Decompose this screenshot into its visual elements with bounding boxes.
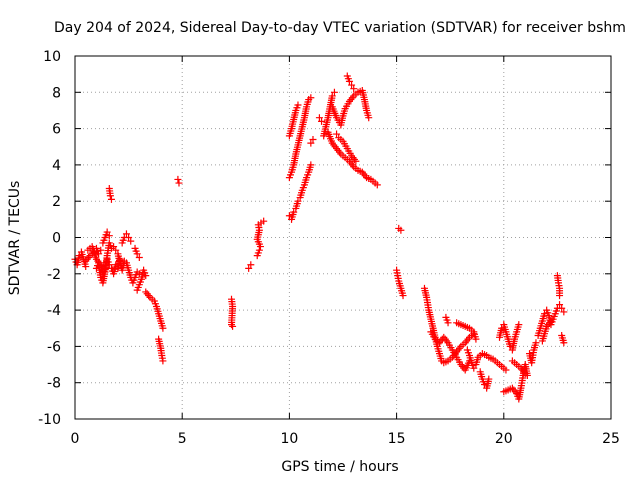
data-point [547, 317, 555, 325]
data-point [307, 139, 315, 147]
data-point [560, 339, 568, 347]
grid-lines [75, 56, 611, 419]
data-point [122, 230, 130, 238]
data-point [333, 130, 341, 138]
data-point [309, 135, 317, 143]
data-point [558, 304, 566, 312]
y-tick-label: -2 [47, 267, 61, 283]
data-point [502, 366, 510, 374]
y-tick-label: -10 [38, 412, 61, 428]
data-point [330, 88, 338, 96]
y-tick-label: -6 [47, 339, 61, 355]
data-point [521, 370, 529, 378]
data-point [105, 232, 113, 240]
y-tick-label: 0 [52, 231, 61, 247]
data-point [470, 364, 478, 372]
data-point [532, 339, 540, 347]
x-tick-label: 0 [71, 431, 80, 447]
x-axis-ticks: 0 5 10 15 20 25 [71, 56, 620, 447]
data-point [255, 246, 263, 254]
data-point [112, 246, 120, 254]
data-point [159, 357, 167, 365]
data-point [307, 94, 315, 102]
y-tick-label: -4 [47, 303, 61, 319]
data-point [294, 197, 302, 205]
y-axis-ticks: -10 -8 -6 -4 -2 0 2 4 6 8 10 [38, 49, 611, 428]
data-point [541, 310, 549, 318]
y-axis-label: SDTVAR / TECUs [7, 181, 23, 296]
y-tick-label: 10 [43, 49, 61, 65]
data-point [345, 77, 353, 85]
data-point [515, 321, 523, 329]
data-point [350, 85, 358, 93]
data-point [348, 81, 356, 89]
data-point [175, 179, 183, 187]
data-point [352, 157, 360, 165]
x-tick-label: 20 [495, 431, 513, 447]
data-point [472, 335, 480, 343]
data-point [125, 234, 133, 241]
data-point [318, 117, 326, 125]
data-point [397, 226, 405, 234]
x-tick-label: 10 [280, 431, 298, 447]
data-point [103, 228, 111, 236]
data-point [106, 192, 114, 200]
data-point [159, 324, 167, 332]
data-point [127, 237, 135, 245]
data-point [485, 375, 493, 383]
data-point [247, 261, 255, 269]
data-point [229, 322, 237, 330]
data-point [315, 114, 323, 122]
data-point [373, 181, 381, 189]
data-point [365, 114, 373, 122]
data-point [294, 101, 302, 109]
data-point [399, 292, 407, 300]
x-tick-label: 5 [178, 431, 187, 447]
y-tick-label: 8 [52, 85, 61, 101]
x-axis-label: GPS time / hours [281, 459, 398, 475]
data-point [556, 292, 564, 300]
data-point [444, 319, 452, 327]
y-tick-label: 6 [52, 122, 61, 138]
data-point [110, 243, 118, 251]
data-point [97, 246, 105, 254]
data-point [142, 272, 150, 280]
data-point [307, 161, 315, 169]
data-point [135, 253, 143, 261]
y-tick-label: -8 [47, 376, 61, 392]
data-points [71, 72, 568, 403]
y-tick-label: 2 [52, 194, 61, 210]
data-point [260, 217, 268, 225]
data-point [328, 92, 336, 100]
x-tick-label: 15 [388, 431, 406, 447]
data-point [560, 308, 568, 316]
data-point [290, 208, 298, 216]
data-point [107, 195, 115, 203]
data-point [133, 250, 141, 258]
chart-title: Day 204 of 2024, Sidereal Day-to-day VTE… [54, 20, 626, 36]
x-tick-label: 25 [602, 431, 620, 447]
y-tick-label: 4 [52, 158, 61, 174]
data-point [556, 301, 564, 309]
data-point [174, 175, 182, 183]
data-point [245, 264, 253, 272]
